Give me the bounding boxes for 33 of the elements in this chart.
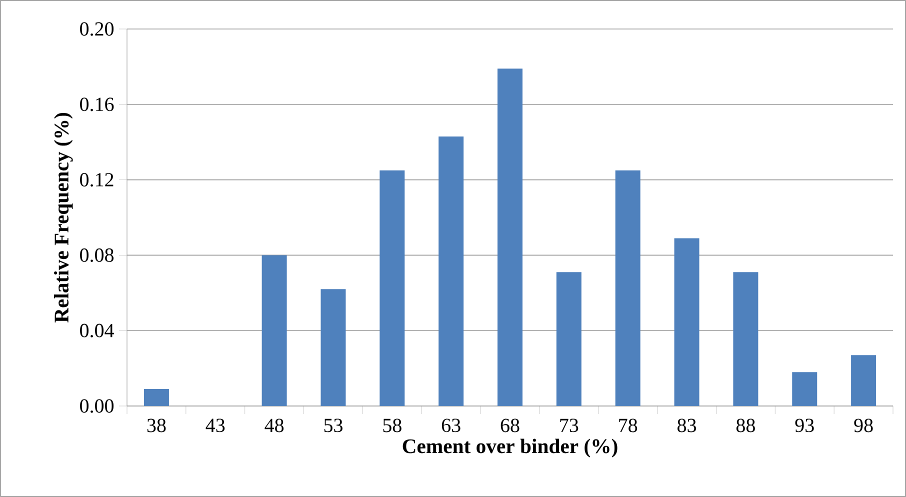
bar xyxy=(380,170,405,406)
y-tick-label: 0.04 xyxy=(80,324,114,338)
x-tick-label: 93 xyxy=(795,418,814,432)
x-tick-label: 63 xyxy=(442,418,460,432)
bar xyxy=(144,389,169,406)
bar xyxy=(438,136,464,406)
y-axis-title: Relative Frequency (%) xyxy=(54,112,73,323)
x-tick-label: 53 xyxy=(324,418,342,432)
x-tick-label: 48 xyxy=(264,418,284,432)
y-tick-label: 0.12 xyxy=(80,173,114,187)
y-tick-label: 0.16 xyxy=(80,98,114,112)
bar xyxy=(733,272,758,406)
bar xyxy=(320,289,346,406)
x-axis-title: Cement over binder (%) xyxy=(402,438,618,458)
y-tick-label: 0.00 xyxy=(80,399,114,413)
x-tick-label: 73 xyxy=(560,418,578,432)
x-tick-label: 38 xyxy=(147,418,166,432)
bar xyxy=(851,355,876,406)
bar xyxy=(615,170,640,406)
x-tick-label: 78 xyxy=(619,418,638,432)
x-tick-label: 68 xyxy=(500,418,520,432)
x-tick-label: 58 xyxy=(383,418,402,432)
bar xyxy=(674,238,700,406)
bar xyxy=(262,255,287,406)
x-tick-label: 83 xyxy=(678,418,696,432)
y-tick-label: 0.08 xyxy=(80,248,114,262)
bar xyxy=(556,272,582,406)
x-tick-label: 88 xyxy=(736,418,755,432)
x-tick-label: 43 xyxy=(206,418,225,432)
x-tick-label: 98 xyxy=(854,418,873,432)
bar xyxy=(498,68,523,406)
bar xyxy=(792,372,818,406)
y-tick-label: 0.20 xyxy=(80,22,114,36)
